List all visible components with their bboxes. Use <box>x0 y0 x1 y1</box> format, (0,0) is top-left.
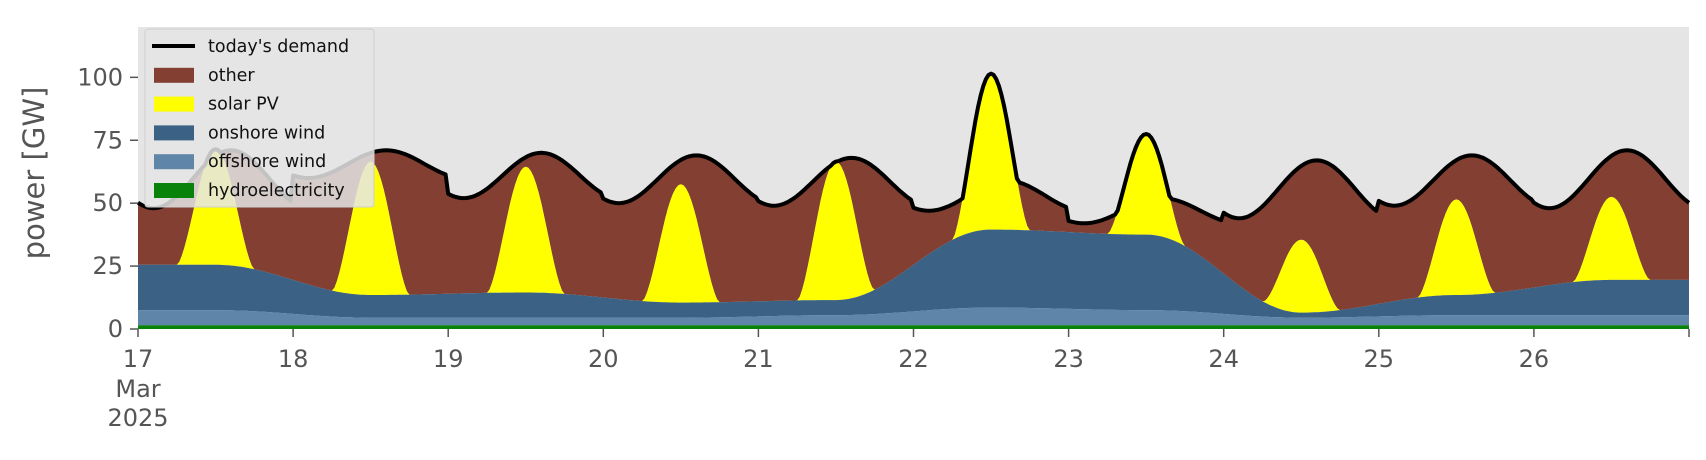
y-axis-title: power [GW] <box>17 87 51 260</box>
y-tick-label: 25 <box>92 252 123 280</box>
legend-swatch-onshore <box>154 125 194 141</box>
legend-label-solar: solar PV <box>208 95 279 115</box>
y-tick-label: 75 <box>92 126 123 154</box>
legend-swatch-other <box>154 67 194 83</box>
x-tick-label: 17 <box>123 345 154 373</box>
x-tick-label: 21 <box>743 345 774 373</box>
legend-swatch-solar <box>154 96 194 112</box>
x-tick-label: 24 <box>1208 345 1239 373</box>
legend-box <box>144 28 375 208</box>
y-axis: 0 25 50 75 100 <box>77 63 138 343</box>
x-tick-label: 19 <box>433 345 464 373</box>
x-tick-year-label: 2025 <box>107 404 168 432</box>
y-tick-label: 50 <box>92 189 123 217</box>
legend: today's demand other solar PV onshore wind o… <box>144 28 375 208</box>
legend-label-other: other <box>208 66 255 86</box>
legend-label-offshore: offshore wind <box>208 152 326 172</box>
x-tick-label: 22 <box>898 345 929 373</box>
x-tick-label: 18 <box>278 345 309 373</box>
x-tick-label: 23 <box>1053 345 1084 373</box>
x-tick-label: 25 <box>1364 345 1395 373</box>
x-tick-label: 20 <box>588 345 619 373</box>
series-area-hydroelectricity <box>138 325 1689 329</box>
series-area-onshore-wind <box>138 229 1689 318</box>
area-layers <box>138 73 1689 329</box>
series-area-solar-pv <box>138 73 1689 313</box>
series-line-demand <box>136 71 1691 226</box>
y-tick-label: 0 <box>108 315 123 343</box>
legend-swatch-offshore <box>154 154 194 170</box>
legend-label-hydro: hydroelectricity <box>208 181 345 201</box>
x-tick-month-label: Mar <box>115 375 160 403</box>
legend-swatch-hydro <box>154 183 194 198</box>
legend-label-onshore: onshore wind <box>208 123 325 143</box>
y-tick-label: 100 <box>77 63 123 91</box>
series-area-other <box>138 73 1689 311</box>
legend-label-demand: today's demand <box>208 37 349 57</box>
x-tick-label: 26 <box>1519 345 1550 373</box>
series-area-offshore-wind <box>138 307 1689 326</box>
